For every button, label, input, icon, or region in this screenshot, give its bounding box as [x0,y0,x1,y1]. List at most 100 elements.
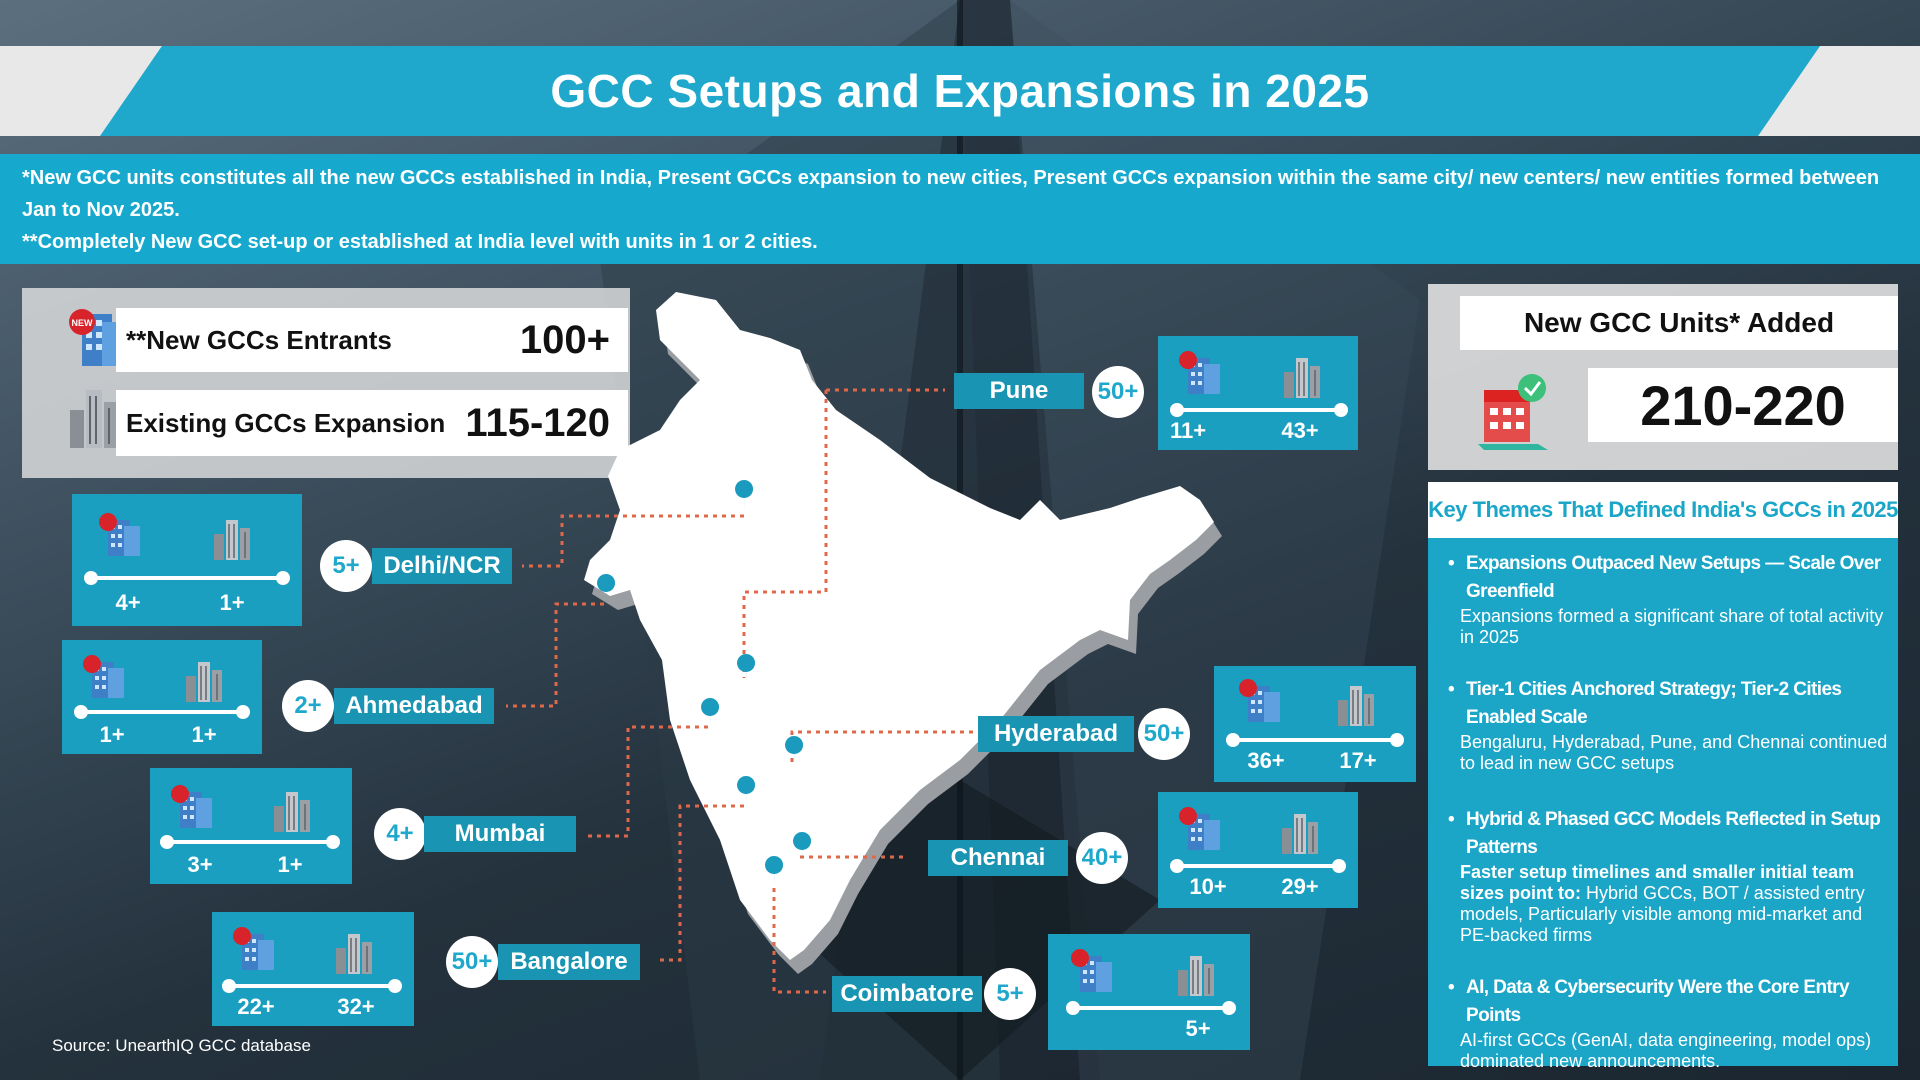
theme-title: Expansions Outpaced New Setups — Scale O… [1448,550,1894,606]
split-dot [1226,733,1240,747]
city-count-ahmedabad: 2+ [282,680,334,732]
notes-band: *New GCC units constitutes all the new G… [0,154,1920,264]
connector-lines [506,388,976,994]
theme-title: AI, Data & Cybersecurity Were the Core E… [1448,974,1894,1030]
split-bar [1072,1006,1230,1010]
split-bar [166,840,334,844]
title-banner: GCC Setups and Expansions in 2025 [0,46,1920,136]
city-label-delhi: Delhi/NCR [372,548,512,584]
existing-count-pune: 43+ [1281,418,1319,443]
theme-body: Expansions formed a significant share of… [1460,606,1884,647]
city-box-delhi: 4+ 1+ [72,494,302,626]
theme-title: Tier-1 Cities Anchored Strategy; Tier-2 … [1448,676,1894,732]
city-count-coimbatore: 5+ [984,968,1036,1020]
split-bar [1232,738,1398,742]
split-dot [388,979,402,993]
split-dot [1222,1001,1236,1015]
existing-count-delhi: 1+ [219,590,245,615]
theme-item: Tier-1 Cities Anchored Strategy; Tier-2 … [1448,676,1894,774]
city-count-pune: 50+ [1092,366,1144,418]
split-bar [80,710,244,714]
title-bar: GCC Setups and Expansions in 2025 [100,46,1820,136]
theme-body: AI-first GCCs (GenAI, data engineering, … [1460,1030,1872,1071]
city-box-hyderabad: 36+ 17+ [1214,666,1416,782]
split-bar [228,984,396,988]
city-label-coimbatore: Coimbatore [832,976,982,1012]
split-bar [1176,864,1340,868]
themes-heading: Key Themes That Defined India's GCCs in … [1428,482,1898,538]
expansion-label: Existing GCCs Expansion [126,407,446,438]
city-box-bangalore: 22+ 32+ [212,912,414,1026]
page-title: GCC Setups and Expansions in 2025 [550,65,1370,117]
city-count-chennai: 40+ [1076,832,1128,884]
city-label-bangalore: Bangalore [498,944,640,980]
split-dot [276,571,290,585]
city-label-hyderabad: Hyderabad [978,716,1134,752]
footnote-new-units: *New GCC units constitutes all the new G… [22,167,1880,221]
theme-body-emphasis: Faster setup timelines and smaller initi… [1460,862,1855,903]
india-map [584,292,1222,974]
map-pins [597,480,812,888]
city-box-mumbai: 3+ 1+ [150,768,352,884]
existing-count-chennai: 29+ [1281,874,1319,899]
existing-count-hyderabad: 17+ [1339,748,1377,773]
city-count-bangalore: 50+ [446,936,498,988]
new-entrants-label: **New GCCs Entrants [126,324,392,355]
split-dot [1066,1001,1080,1015]
new-count-delhi: 4+ [115,590,141,615]
city-count-delhi: 5+ [320,540,372,592]
city-label-ahmedabad: Ahmedabad [334,688,494,724]
expansion-row: Existing GCCs Expansion 115-120 [116,390,628,456]
split-bar [90,576,284,580]
new-count-mumbai: 3+ [187,852,213,877]
city-label-pune: Pune [954,373,1084,409]
split-dot [1334,403,1348,417]
new-count-pune: 11+ [1169,418,1207,443]
new-count-ahmedabad: 1+ [99,722,125,747]
city-label-mumbai: Mumbai [424,816,576,852]
new-units-value: 210-220 [1588,368,1898,442]
new-badge-text: NEW [72,318,94,328]
split-dot [84,571,98,585]
split-dot [160,835,174,849]
theme-item: Hybrid & Phased GCC Models Reflected in … [1448,806,1894,946]
split-dot [1390,733,1404,747]
split-dot [326,835,340,849]
footnote-new-entrants: **Completely New GCC set-up or establish… [22,231,818,253]
new-count-hyderabad: 36+ [1247,748,1285,773]
new-units-label: New GCC Units* Added [1460,296,1898,350]
new-entrants-row: **New GCCs Entrants 100+ [116,308,628,372]
split-dot [74,705,88,719]
new-count-bangalore: 22+ [237,994,275,1019]
split-dot [1170,403,1184,417]
new-count-chennai: 10+ [1189,874,1227,899]
theme-item: AI, Data & Cybersecurity Were the Core E… [1448,974,1894,1072]
split-dot [236,705,250,719]
source-note: Source: UnearthIQ GCC database [52,1036,311,1055]
theme-title: Hybrid & Phased GCC Models Reflected in … [1448,806,1894,862]
existing-count-bangalore: 32+ [337,994,375,1019]
theme-item: Expansions Outpaced New Setups — Scale O… [1448,550,1894,648]
city-box-pune: 11+ 43+ [1158,336,1358,450]
split-dot [1332,859,1346,873]
existing-count-mumbai: 1+ [277,852,303,877]
split-dot [222,979,236,993]
city-count-mumbai: 4+ [374,808,426,860]
theme-body: Bengaluru, Hyderabad, Pune, and Chennai … [1460,732,1888,773]
new-entrants-value: 100+ [519,317,610,362]
hospital-building-icon [1478,374,1548,450]
existing-building-icon [70,390,118,448]
split-dot [1170,859,1184,873]
city-label-chennai: Chennai [928,840,1068,876]
theme-body: Faster setup timelines and smaller initi… [1448,862,1894,946]
city-box-coimbatore: 5+ [1048,934,1250,1050]
city-count-hyderabad: 50+ [1138,708,1190,760]
theme-body-text: Hybrid GCCs, BOT / assisted entry models… [1460,883,1865,945]
expansion-value: 115-120 [465,400,610,445]
city-box-ahmedabad: 1+ 1+ [62,640,262,754]
split-bar [1176,408,1342,412]
existing-count-ahmedabad: 1+ [191,722,217,747]
city-box-chennai: 10+ 29+ [1158,792,1358,908]
existing-count-coimbatore: 5+ [1185,1016,1211,1041]
